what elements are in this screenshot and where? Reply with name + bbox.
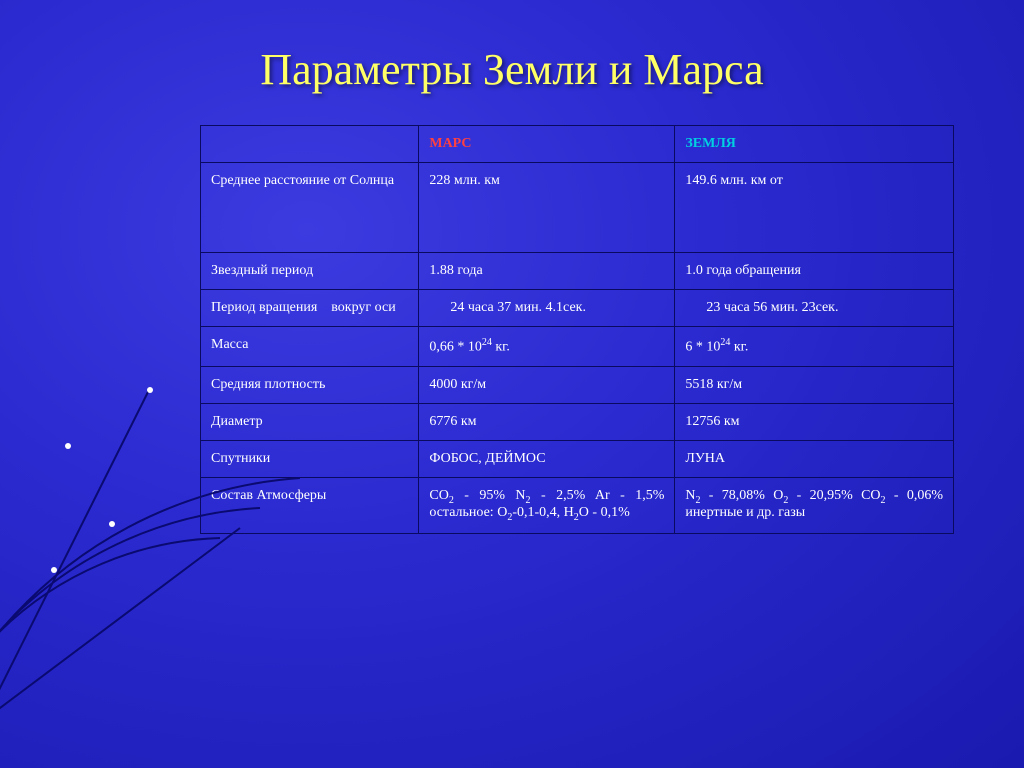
param-label: Диаметр	[201, 403, 419, 440]
table-row: Масса 0,66 * 1024 кг. 6 * 1024 кг.	[201, 327, 954, 367]
table-row: Состав Атмосферы CO2 - 95% N2 - 2,5% Ar …	[201, 477, 954, 534]
mars-value: 24 часа 37 мин. 4.1сек.	[419, 290, 675, 327]
earth-value: 23 часа 56 мин. 23сек.	[675, 290, 954, 327]
mars-value: 228 млн. км	[419, 163, 675, 253]
earth-value: 6 * 1024 кг.	[675, 327, 954, 367]
table-row: Период вращения вокруг оси 24 часа 37 ми…	[201, 290, 954, 327]
table-row: Спутники ФОБОС, ДЕЙМОС ЛУНА	[201, 440, 954, 477]
earth-value: 1.0 года обращения	[675, 253, 954, 290]
earth-value: 12756 км	[675, 403, 954, 440]
param-label: Период вращения вокруг оси	[201, 290, 419, 327]
param-label: Спутники	[201, 440, 419, 477]
table-row: Среднее расстояние от Солнца 228 млн. км…	[201, 163, 954, 253]
parameters-table: МАРС ЗЕМЛЯ Среднее расстояние от Солнца …	[200, 125, 954, 534]
mars-value: 4000 кг/м	[419, 366, 675, 403]
table-header-row: МАРС ЗЕМЛЯ	[201, 126, 954, 163]
earth-value: ЛУНА	[675, 440, 954, 477]
param-label: Масса	[201, 327, 419, 367]
mars-value: 1.88 года	[419, 253, 675, 290]
param-label: Средняя плотность	[201, 366, 419, 403]
earth-value: 149.6 млн. км от	[675, 163, 954, 253]
mars-value: CO2 - 95% N2 - 2,5% Ar - 1,5% остальное:…	[419, 477, 675, 534]
table-row: Звездный период 1.88 года 1.0 года обращ…	[201, 253, 954, 290]
param-label: Среднее расстояние от Солнца	[201, 163, 419, 253]
param-label: Состав Атмосферы	[201, 477, 419, 534]
mars-value: 0,66 * 1024 кг.	[419, 327, 675, 367]
table-row: Средняя плотность 4000 кг/м 5518 кг/м	[201, 366, 954, 403]
header-earth: ЗЕМЛЯ	[675, 126, 954, 163]
mars-value: ФОБОС, ДЕЙМОС	[419, 440, 675, 477]
table-row: Диаметр 6776 км 12756 км	[201, 403, 954, 440]
earth-value: N2 - 78,08% O2 - 20,95% CO2 - 0,06% инер…	[675, 477, 954, 534]
param-label: Звездный период	[201, 253, 419, 290]
header-empty	[201, 126, 419, 163]
header-mars: МАРС	[419, 126, 675, 163]
mars-value: 6776 км	[419, 403, 675, 440]
earth-value: 5518 кг/м	[675, 366, 954, 403]
slide-title: Параметры Земли и Марса	[0, 0, 1024, 95]
